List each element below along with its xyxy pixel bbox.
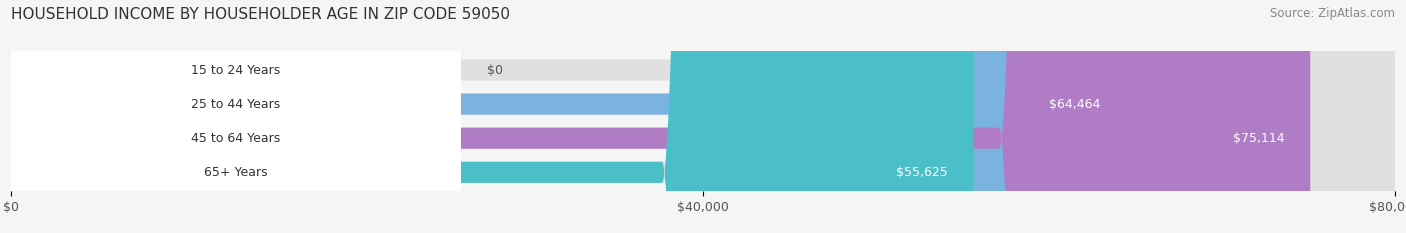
- Text: 65+ Years: 65+ Years: [204, 166, 269, 179]
- Text: $0: $0: [486, 64, 503, 76]
- FancyBboxPatch shape: [11, 0, 461, 233]
- FancyBboxPatch shape: [11, 0, 1310, 233]
- Text: 45 to 64 Years: 45 to 64 Years: [191, 132, 281, 145]
- FancyBboxPatch shape: [11, 0, 461, 233]
- Text: $75,114: $75,114: [1233, 132, 1284, 145]
- Text: Source: ZipAtlas.com: Source: ZipAtlas.com: [1270, 7, 1395, 20]
- FancyBboxPatch shape: [11, 0, 1395, 233]
- Text: 25 to 44 Years: 25 to 44 Years: [191, 98, 281, 111]
- Text: HOUSEHOLD INCOME BY HOUSEHOLDER AGE IN ZIP CODE 59050: HOUSEHOLD INCOME BY HOUSEHOLDER AGE IN Z…: [11, 7, 510, 22]
- FancyBboxPatch shape: [11, 0, 1126, 233]
- FancyBboxPatch shape: [11, 0, 1395, 233]
- FancyBboxPatch shape: [11, 0, 973, 233]
- FancyBboxPatch shape: [11, 0, 461, 233]
- FancyBboxPatch shape: [11, 0, 1395, 233]
- Text: 15 to 24 Years: 15 to 24 Years: [191, 64, 281, 76]
- FancyBboxPatch shape: [11, 0, 1395, 233]
- Text: $64,464: $64,464: [1049, 98, 1099, 111]
- FancyBboxPatch shape: [11, 0, 461, 233]
- Text: $55,625: $55,625: [896, 166, 948, 179]
